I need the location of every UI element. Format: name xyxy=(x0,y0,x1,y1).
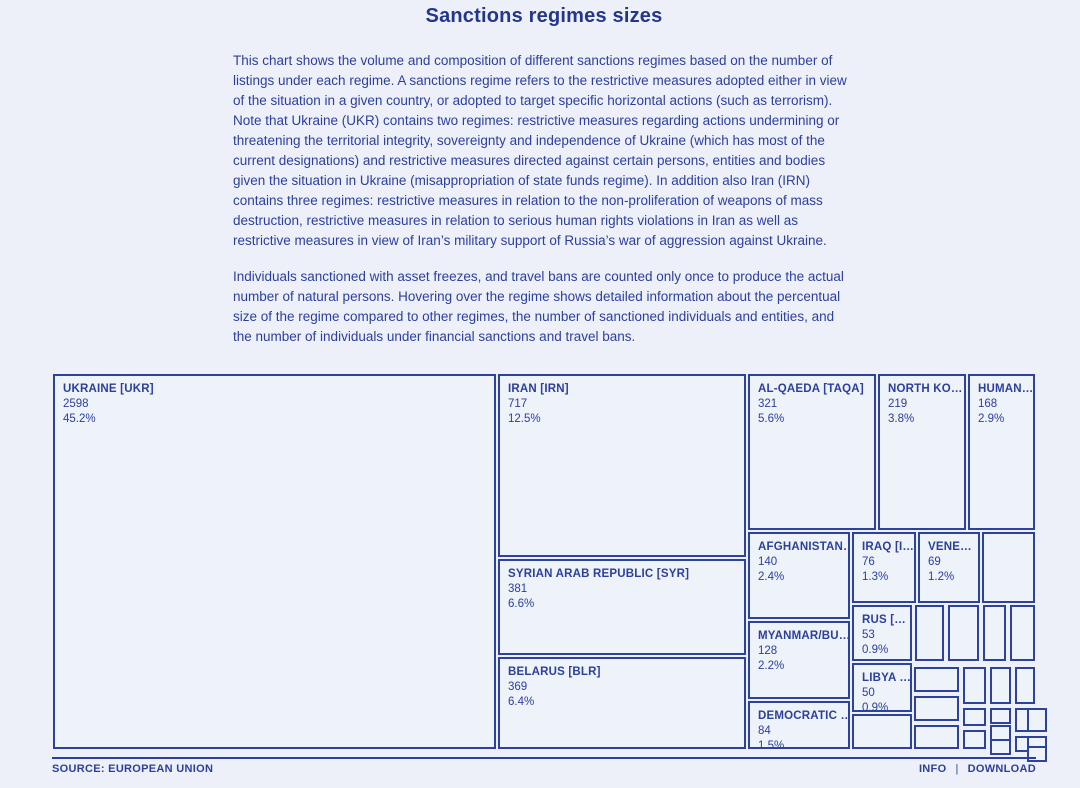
footer-separator: | xyxy=(955,763,959,775)
treemap-cell-unlabeled[interactable] xyxy=(963,667,986,704)
treemap-cell[interactable]: NORTH KO… 219 3.8% xyxy=(878,374,966,530)
treemap-cell[interactable]: HUMAN… 168 2.9% xyxy=(968,374,1035,530)
treemap-cell[interactable]: UKRAINE [UKR] 2598 45.2% xyxy=(53,374,496,749)
treemap-cell[interactable]: IRAN [IRN] 717 12.5% xyxy=(498,374,746,557)
footer-divider xyxy=(52,757,1036,759)
treemap-cell-unlabeled[interactable] xyxy=(914,667,959,692)
cell-label: MYANMAR/BU… xyxy=(758,630,850,642)
treemap-cell[interactable]: LIBYA … 50 0.9% xyxy=(852,663,912,712)
cell-value: 50 xyxy=(862,687,875,699)
intro-paragraph-2: Individuals sanctioned with asset freeze… xyxy=(233,269,844,344)
cell-value: 369 xyxy=(508,681,528,693)
treemap-cell-unlabeled[interactable] xyxy=(1027,746,1047,762)
intro-section: Sanctions regimes sizes This chart shows… xyxy=(233,5,855,347)
treemap-cell-unlabeled[interactable] xyxy=(1010,605,1035,661)
cell-label: AFGHANISTAN… xyxy=(758,541,850,553)
cell-value: 717 xyxy=(508,398,528,410)
cell-percent: 2.2% xyxy=(758,660,785,672)
treemap-cell[interactable]: IRAQ [I… 76 1.3% xyxy=(852,532,916,603)
cell-label: LIBYA … xyxy=(862,672,912,684)
download-link[interactable]: DOWNLOAD xyxy=(967,763,1036,775)
cell-label: AL-QAEDA [TAQA] xyxy=(758,383,864,395)
cell-value: 84 xyxy=(758,725,771,737)
treemap-cell-unlabeled[interactable] xyxy=(914,725,959,749)
treemap-cell[interactable]: RUS [… 53 0.9% xyxy=(852,605,912,661)
cell-percent: 12.5% xyxy=(508,413,541,425)
info-link[interactable]: INFO xyxy=(918,763,947,775)
treemap-cell[interactable]: SYRIAN ARAB REPUBLIC [SYR] 381 6.6% xyxy=(498,559,746,655)
treemap-chart: UKRAINE [UKR] 2598 45.2% IRAN [IRN] 717 12.5%… xyxy=(52,373,1047,762)
treemap-cell[interactable]: MYANMAR/BU… 128 2.2% xyxy=(748,621,850,699)
treemap-cell-unlabeled[interactable] xyxy=(990,708,1011,724)
cell-percent: 0.9% xyxy=(862,702,889,712)
cell-percent: 6.6% xyxy=(508,598,535,610)
cell-value: 140 xyxy=(758,556,778,568)
treemap-cell[interactable]: AL-QAEDA [TAQA] 321 5.6% xyxy=(748,374,876,530)
cell-percent: 1.5% xyxy=(758,740,785,749)
cell-value: 381 xyxy=(508,583,528,595)
cell-label: UKRAINE [UKR] xyxy=(63,383,154,395)
treemap-cell[interactable]: DEMOCRATIC … 84 1.5% xyxy=(748,701,850,749)
cell-value: 168 xyxy=(978,398,998,410)
treemap-cell-unlabeled[interactable] xyxy=(990,667,1011,704)
treemap-cell-unlabeled[interactable] xyxy=(963,708,986,726)
treemap-cell-unlabeled[interactable] xyxy=(1027,708,1047,732)
treemap-cell-unlabeled[interactable] xyxy=(983,605,1006,661)
cell-percent: 5.6% xyxy=(758,413,785,425)
cell-percent: 2.9% xyxy=(978,413,1005,425)
intro-paragraph-1: This chart shows the volume and composit… xyxy=(233,53,847,248)
treemap-cell-unlabeled[interactable] xyxy=(915,605,944,661)
cell-percent: 6.4% xyxy=(508,696,535,708)
treemap-cell[interactable]: VENE… 69 1.2% xyxy=(918,532,980,603)
cell-label: SYRIAN ARAB REPUBLIC [SYR] xyxy=(508,568,690,580)
cell-value: 53 xyxy=(862,629,875,641)
footer-links: INFO | DOWNLOAD xyxy=(919,763,1036,775)
cell-label: RUS [… xyxy=(862,614,907,626)
treemap-cell-unlabeled[interactable] xyxy=(914,696,959,721)
cell-label: IRAQ [I… xyxy=(862,541,915,553)
cell-percent: 1.3% xyxy=(862,571,889,583)
cell-value: 69 xyxy=(928,556,941,568)
cell-label: VENE… xyxy=(928,541,972,553)
cell-label: IRAN [IRN] xyxy=(508,383,569,395)
cell-label: NORTH KO… xyxy=(888,383,963,395)
cell-label: BELARUS [BLR] xyxy=(508,666,601,678)
cell-value: 128 xyxy=(758,645,778,657)
treemap-cell[interactable]: BELARUS [BLR] 369 6.4% xyxy=(498,657,746,749)
cell-label: HUMAN… xyxy=(978,383,1034,395)
cell-percent: 45.2% xyxy=(63,413,96,425)
cell-percent: 3.8% xyxy=(888,413,915,425)
cell-value: 219 xyxy=(888,398,908,410)
treemap-cell-unlabeled[interactable] xyxy=(982,532,1035,603)
treemap-cell-unlabeled[interactable] xyxy=(948,605,979,661)
cell-value: 76 xyxy=(862,556,875,568)
cell-percent: 1.2% xyxy=(928,571,955,583)
cell-label: DEMOCRATIC … xyxy=(758,710,850,722)
treemap-cell[interactable]: AFGHANISTAN… 140 2.4% xyxy=(748,532,850,619)
cell-percent: 2.4% xyxy=(758,571,785,583)
treemap-cell-unlabeled[interactable] xyxy=(1015,667,1035,704)
treemap-cell-unlabeled[interactable] xyxy=(963,730,986,749)
cell-percent: 0.9% xyxy=(862,644,889,656)
treemap-cell-unlabeled[interactable] xyxy=(852,714,912,749)
source-label: SOURCE: EUROPEAN UNION xyxy=(52,763,214,775)
page-title: Sanctions regimes sizes xyxy=(425,5,663,27)
cell-value: 2598 xyxy=(63,398,89,410)
treemap-cell-unlabeled[interactable] xyxy=(990,739,1011,755)
cell-value: 321 xyxy=(758,398,778,410)
